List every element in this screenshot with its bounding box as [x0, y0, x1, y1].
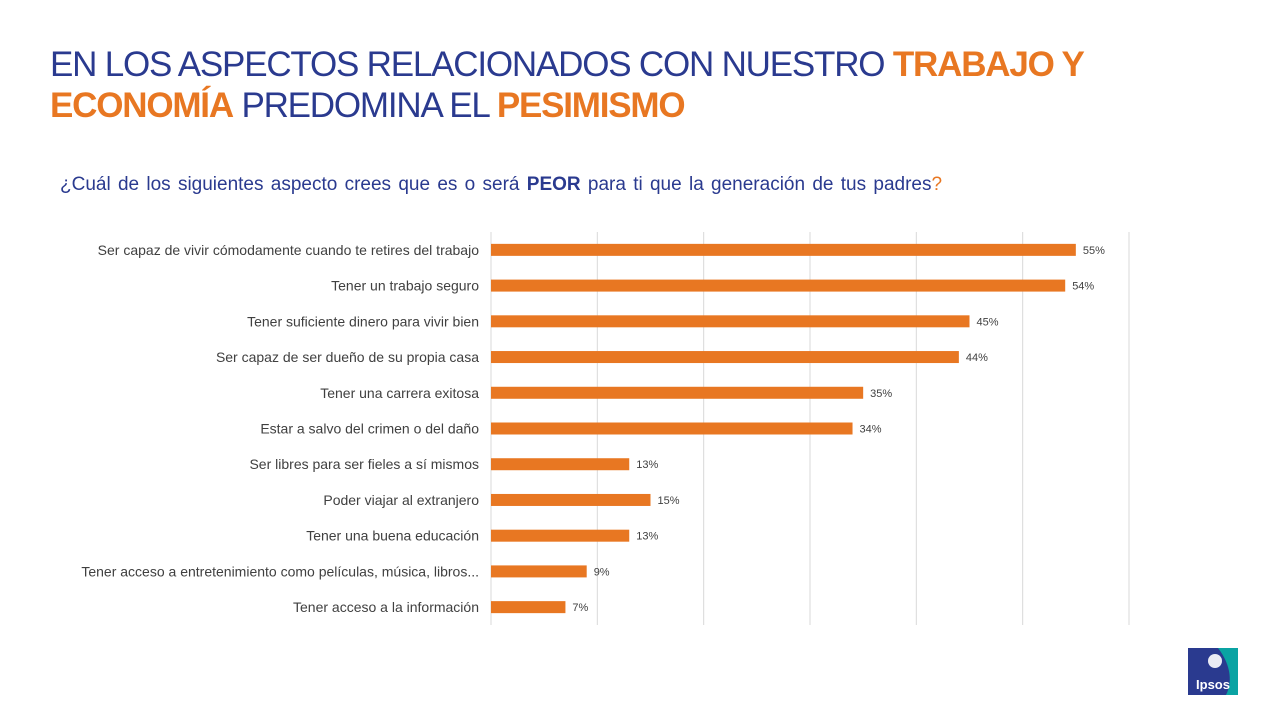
category-label: Ser capaz de vivir cómodamente cuando te… [98, 242, 480, 258]
logo-accent [1218, 648, 1238, 695]
category-label: Tener una buena educación [306, 528, 479, 544]
title-part1: EN LOS ASPECTOS RELACIONADOS CON NUESTRO [50, 45, 886, 84]
bar [491, 351, 959, 364]
category-label: Tener una carrera exitosa [320, 385, 479, 401]
category-label: Ser libres para ser fieles a sí mismos [249, 456, 479, 472]
bar [491, 243, 1076, 256]
value-label: 7% [572, 602, 588, 614]
title-highlight-1: TRABAJO Y ECONOMÍA [50, 45, 1084, 125]
value-label: 35% [870, 388, 892, 400]
category-label: Tener acceso a la información [293, 599, 479, 615]
category-label: Estar a salvo del crimen o del daño [260, 421, 479, 437]
value-label: 54% [1072, 281, 1094, 293]
ipsos-logo: Ipsos [1188, 648, 1238, 695]
title-highlight-2: PESIMISMO [496, 86, 686, 125]
logo-mark [1208, 654, 1222, 668]
category-label: Tener suficiente dinero para vivir bien [247, 313, 479, 329]
question-before: ¿Cuál de los siguientes aspecto crees qu… [60, 174, 520, 195]
title-part2: PREDOMINA EL [241, 86, 489, 125]
value-label: 15% [658, 495, 680, 507]
value-label: 45% [977, 316, 999, 328]
question-mark: ? [931, 174, 943, 195]
bar [491, 529, 630, 542]
category-label: Tener acceso a entretenimiento como pelí… [81, 563, 479, 579]
value-label: 13% [636, 531, 658, 543]
bar [491, 386, 864, 399]
bar [491, 279, 1066, 292]
page-title: EN LOS ASPECTOS RELACIONADOS CON NUESTRO… [50, 44, 1230, 126]
bar [491, 493, 651, 506]
bar [491, 565, 587, 578]
value-label: 13% [636, 459, 658, 471]
bar [491, 458, 630, 471]
value-label: 55% [1083, 245, 1105, 257]
category-label: Poder viajar al extranjero [323, 492, 479, 508]
category-label: Tener un trabajo seguro [331, 278, 479, 294]
logo-text: Ipsos [1196, 677, 1230, 692]
value-label: 9% [594, 566, 610, 578]
value-label: 34% [860, 424, 882, 436]
category-label: Ser capaz de ser dueño de su propia casa [216, 349, 479, 365]
bar [491, 601, 566, 614]
bar [491, 422, 853, 435]
bar [491, 315, 970, 328]
value-label: 44% [966, 352, 988, 364]
question-after: para ti que la generación de tus padres [587, 174, 932, 195]
question-bold: PEOR [526, 174, 581, 195]
survey-question: ¿Cuál de los siguientes aspecto crees qu… [60, 174, 1210, 196]
